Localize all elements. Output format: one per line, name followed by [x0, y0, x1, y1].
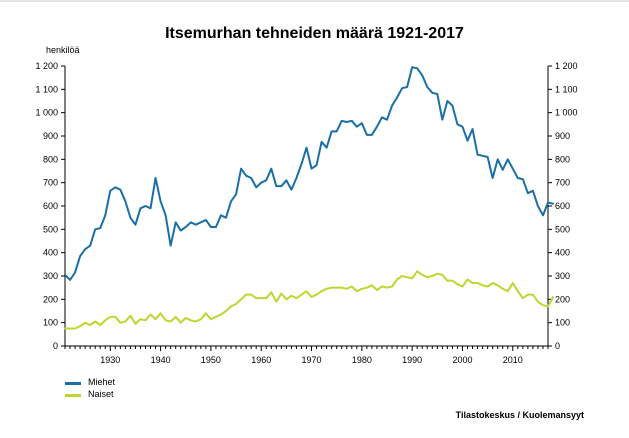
x-tick-label: 1970: [302, 355, 322, 365]
legend-swatch-naiset: [65, 394, 81, 397]
y-tick-label-left: 200: [43, 294, 58, 304]
y-tick-label-right: 900: [555, 131, 570, 141]
y-tick-label-left: 400: [43, 248, 58, 258]
y-tick-label-left: 600: [43, 201, 58, 211]
x-tick-label: 1940: [151, 355, 171, 365]
top-divider: [0, 0, 629, 2]
source-note: Tilastokeskus / Kuolemansyyt: [455, 410, 584, 420]
y-tick-label-left: 0: [53, 341, 58, 351]
y-axis-unit-label: henkilöä: [46, 45, 80, 55]
x-tick-label: 1950: [201, 355, 221, 365]
y-tick-label-right: 1 100: [555, 84, 578, 94]
y-tick-label-right: 300: [555, 271, 570, 281]
series-line-miehet: [64, 66, 555, 281]
series-line-naiset: [64, 270, 555, 330]
legend-label-miehet: Miehet: [88, 377, 116, 387]
x-tick-label: 1980: [352, 355, 372, 365]
y-tick-label-right: 400: [555, 248, 570, 258]
y-tick-label-left: 900: [43, 131, 58, 141]
y-tick-label-right: 1 200: [555, 61, 578, 71]
x-tick-label: 1930: [100, 355, 120, 365]
x-tick-label: 1960: [251, 355, 271, 365]
y-tick-label-right: 500: [555, 224, 570, 234]
x-tick-label: 2000: [452, 355, 472, 365]
y-tick-label-right: 600: [555, 201, 570, 211]
y-tick-label-left: 300: [43, 271, 58, 281]
legend-swatch-miehet: [65, 382, 81, 385]
x-tick-label: 1990: [402, 355, 422, 365]
x-tick-label: 2010: [503, 355, 523, 365]
y-tick-label-right: 100: [555, 318, 570, 328]
y-tick-label-left: 500: [43, 224, 58, 234]
y-tick-label-right: 1 000: [555, 108, 578, 118]
y-tick-label-right: 200: [555, 294, 570, 304]
y-tick-label-left: 1 000: [35, 108, 58, 118]
legend-label-naiset: Naiset: [88, 389, 114, 399]
chart-title: Itsemurhan tehneiden määrä 1921-2017: [165, 25, 464, 42]
y-tick-label-left: 100: [43, 318, 58, 328]
y-tick-label-left: 1 100: [35, 84, 58, 94]
y-tick-label-left: 1 200: [35, 61, 58, 71]
y-tick-label-left: 700: [43, 178, 58, 188]
y-tick-label-right: 0: [555, 341, 560, 351]
y-tick-label-right: 700: [555, 178, 570, 188]
y-tick-label-left: 800: [43, 154, 58, 164]
y-tick-label-right: 800: [555, 154, 570, 164]
